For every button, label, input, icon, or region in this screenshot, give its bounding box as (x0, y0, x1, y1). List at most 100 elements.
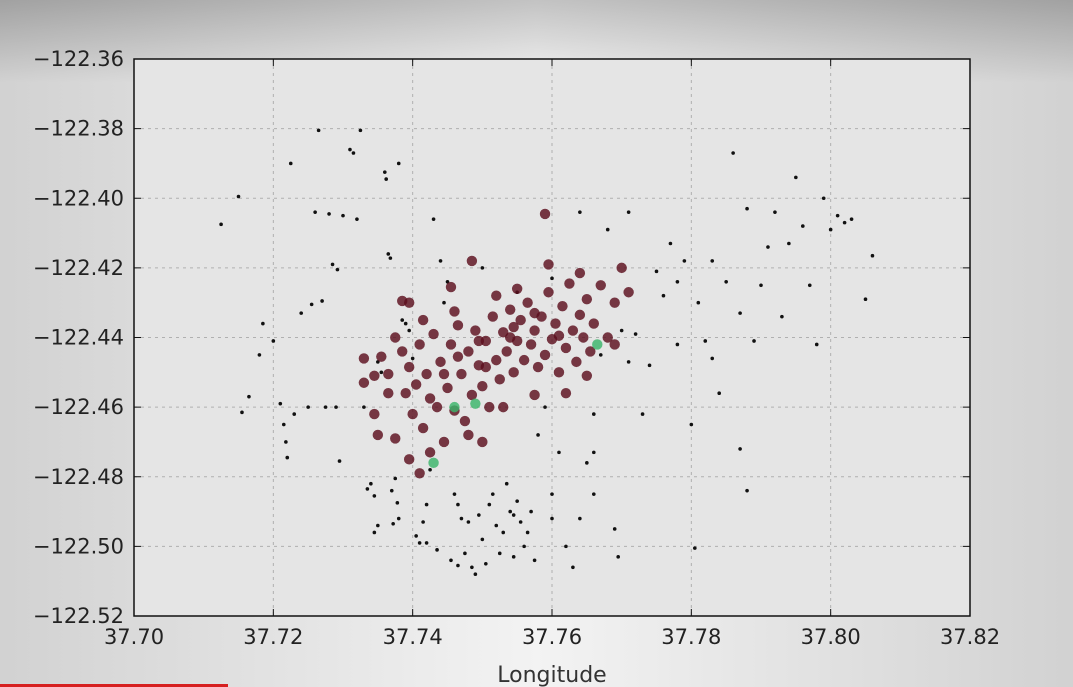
series-1-point (438, 368, 450, 380)
series-0-point (463, 551, 467, 556)
video-progress-bar[interactable] (0, 684, 228, 687)
series-1-point (501, 346, 512, 357)
series-1-point (445, 281, 457, 293)
series-1-point (417, 314, 429, 326)
series-1-point (585, 346, 596, 357)
series-1-point (403, 454, 415, 465)
series-1-point (616, 262, 627, 274)
series-0-point (821, 196, 826, 201)
series-1-point (466, 255, 478, 267)
series-1-point (403, 361, 415, 373)
series-1-point (609, 339, 620, 350)
series-0-point (745, 488, 749, 493)
series-0-point (330, 262, 335, 267)
series-1-point (557, 300, 568, 312)
series-0-point (421, 520, 425, 524)
series-1-point (574, 309, 586, 321)
x-tick-label: 37.74 (383, 625, 443, 649)
x-tick-label: 37.80 (801, 625, 861, 649)
series-1-point (421, 368, 432, 380)
series-0-point (616, 555, 620, 559)
series-0-point (529, 509, 533, 514)
series-0-point (309, 302, 314, 307)
x-axis-label: Longitude (497, 663, 606, 687)
series-0-point (592, 412, 596, 416)
series-0-point (675, 342, 680, 347)
series-1-point (459, 415, 471, 427)
series-1-point (494, 374, 505, 385)
series-0-point (459, 516, 464, 521)
series-0-point (384, 177, 388, 181)
series-0-point (414, 534, 418, 538)
series-0-point (585, 461, 589, 465)
series-1-point (452, 351, 464, 362)
series-1-point (424, 447, 436, 458)
y-tick-label: −122.36 (33, 47, 124, 71)
x-tick-label: 37.72 (243, 625, 303, 649)
series-1-point (505, 332, 516, 343)
series-0-point (592, 492, 596, 496)
series-1-point (567, 325, 579, 336)
series-1-point (574, 267, 586, 279)
series-1-point (581, 370, 593, 381)
series-0-point (794, 175, 798, 180)
series-1-point (442, 382, 453, 394)
series-1-point (473, 335, 485, 347)
series-0-point (592, 450, 596, 455)
series-0-point (522, 544, 526, 549)
series-0-point (335, 267, 340, 272)
series-0-point (484, 561, 488, 566)
series-1-point (403, 297, 415, 308)
series-0-point (490, 492, 495, 496)
series-1-point (435, 356, 446, 368)
series-0-point (247, 394, 251, 399)
series-1-point (525, 339, 537, 350)
series-1-point (602, 332, 613, 343)
series-0-point (598, 353, 603, 357)
series-1-point (358, 377, 370, 388)
series-0-point (236, 194, 241, 199)
series-0-point (731, 151, 735, 155)
series-0-point (316, 128, 321, 133)
series-0-point (257, 353, 262, 357)
series-1-point (414, 339, 425, 350)
series-0-point (518, 520, 523, 524)
series-0-point (358, 128, 363, 133)
series-1-point (449, 306, 460, 317)
series-1-point (529, 307, 540, 319)
series-1-point (518, 354, 530, 366)
series-0-point (543, 405, 547, 409)
y-tick-label: −122.50 (33, 534, 124, 558)
series-0-point (452, 492, 457, 496)
series-0-point (428, 467, 432, 472)
series-1-point (595, 280, 606, 291)
series-0-point (376, 523, 380, 528)
series-0-point (395, 501, 400, 505)
series-1-point (529, 389, 540, 401)
series-0-point (292, 412, 297, 416)
series-1-point (452, 320, 464, 331)
series-1-point (529, 325, 540, 336)
x-tick-label: 37.82 (940, 625, 1000, 649)
series-0-point (284, 440, 288, 444)
series-0-point (497, 551, 502, 556)
series-1-point (543, 259, 554, 270)
series-0-point (355, 217, 359, 221)
series-1-point (498, 401, 509, 413)
series-0-point (396, 516, 401, 521)
series-1-point (560, 342, 572, 354)
series-1-point (456, 368, 467, 380)
series-1-point (553, 330, 565, 341)
series-1-point (383, 388, 394, 399)
series-1-point (491, 354, 502, 366)
series-0-point (337, 459, 342, 463)
series-0-point (703, 339, 708, 343)
series-0-point (365, 487, 370, 491)
series-0-point (508, 509, 512, 514)
series-1-point (445, 339, 457, 350)
series-2-point (592, 339, 603, 350)
series-0-point (863, 297, 868, 302)
series-0-point (449, 558, 453, 563)
